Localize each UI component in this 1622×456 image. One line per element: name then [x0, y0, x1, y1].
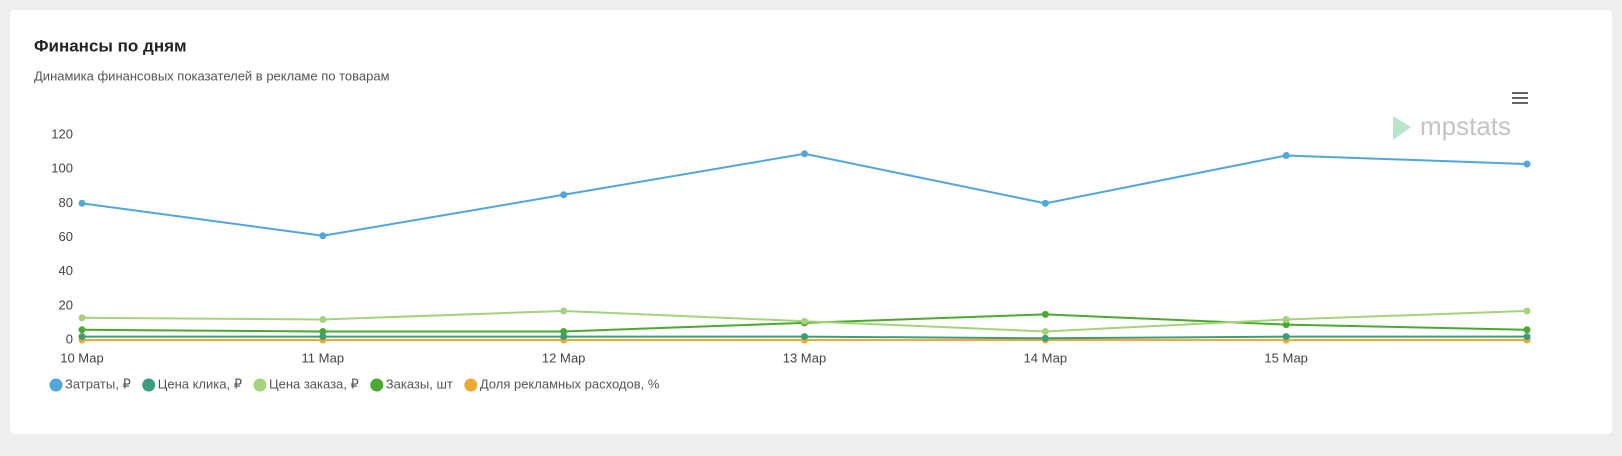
card [10, 10, 1612, 434]
data-point [319, 333, 327, 341]
legend-marker[interactable] [142, 378, 156, 392]
data-point [801, 150, 808, 158]
data-point [560, 191, 568, 199]
x-tick-label: 15 Мар [1264, 350, 1308, 365]
data-point [801, 333, 808, 341]
y-tick-label: 100 [51, 161, 73, 176]
data-point [1523, 307, 1531, 315]
legend-marker[interactable] [253, 378, 267, 392]
y-tick-label: 20 [59, 297, 73, 312]
data-point [78, 314, 86, 322]
data-point [1282, 316, 1290, 323]
data-point [560, 307, 568, 315]
legend-label[interactable]: Цена клика, ₽ [158, 376, 242, 391]
series-line [81, 152, 1528, 237]
legend-marker[interactable] [370, 378, 384, 392]
data-point [1523, 326, 1531, 334]
x-tick-label: 11 Мар [302, 350, 345, 365]
y-tick-label: 60 [59, 229, 73, 244]
x-tick-label: 10 Мар [60, 350, 104, 365]
data-point [1041, 334, 1049, 342]
y-tick-label: 80 [59, 195, 73, 210]
data-point [1282, 321, 1290, 329]
data-point [1523, 160, 1531, 168]
menu-button[interactable] [1512, 92, 1528, 104]
data-point [78, 333, 86, 341]
y-tick-label: 40 [59, 263, 73, 278]
data-point [78, 326, 86, 334]
data-point [560, 333, 568, 341]
data-point [560, 327, 568, 335]
y-tick-label: 0 [66, 331, 73, 346]
chart-title: Финансы по дням [34, 36, 187, 55]
data-point [319, 327, 327, 335]
data-point [1041, 327, 1049, 335]
y-tick-label: 120 [51, 126, 73, 141]
data-point [1041, 199, 1049, 207]
legend-label[interactable]: Заказы, шт [386, 376, 453, 391]
legend-marker[interactable] [49, 378, 63, 392]
legend-label[interactable]: Доля рекламных расходов, % [480, 376, 660, 391]
data-point [1523, 333, 1531, 341]
legend-label[interactable]: Затраты, ₽ [65, 376, 131, 391]
legend-marker[interactable] [464, 378, 478, 392]
data-point [1282, 333, 1290, 341]
logo-icon [1393, 116, 1411, 140]
chart-subtitle: Динамика финансовых показателей в реклам… [34, 68, 390, 83]
data-point [801, 317, 808, 325]
x-tick-label: 13 Мар [783, 350, 827, 365]
data-point [78, 199, 86, 207]
logo: mpstats [1420, 111, 1511, 141]
legend-label[interactable]: Цена заказа, ₽ [269, 376, 359, 391]
data-point [1041, 310, 1049, 318]
data-point [319, 316, 327, 323]
x-tick-label: 12 Мар [542, 350, 586, 365]
x-tick-label: 14 Мар [1024, 350, 1068, 365]
data-point [1282, 152, 1290, 159]
data-point [319, 232, 327, 240]
